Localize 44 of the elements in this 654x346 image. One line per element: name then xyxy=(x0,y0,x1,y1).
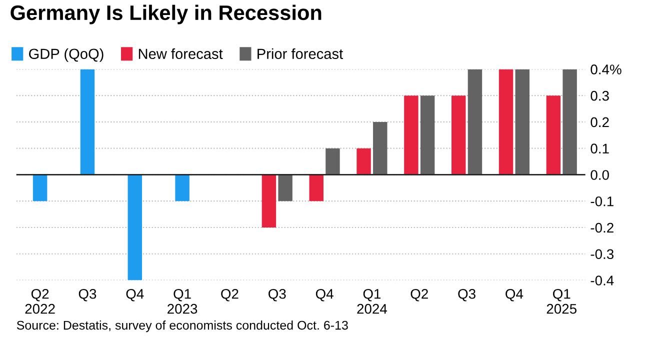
x-tick-label: Q3 xyxy=(458,288,476,302)
x-tick-label: Q4 xyxy=(316,288,334,302)
x-tick-label: Q2 xyxy=(410,288,428,302)
y-tick-label: 0.2 xyxy=(590,117,609,128)
y-tick-label: 0.1 xyxy=(590,144,609,154)
bar xyxy=(546,96,561,175)
chart-title: Germany Is Likely in Recession xyxy=(10,4,322,24)
x-tick-label: Q4 xyxy=(126,288,144,302)
bar xyxy=(356,148,371,175)
legend-label: GDP (QoQ) xyxy=(29,48,104,62)
bar xyxy=(326,148,340,175)
bar xyxy=(373,122,388,175)
source-note: Source: Destatis, survey of economists conducted Oct. 6-13 xyxy=(16,320,348,332)
bar xyxy=(32,174,48,202)
y-tick-label: 0.3 xyxy=(590,90,609,101)
bar xyxy=(515,69,530,175)
x-tick-label: Q3 xyxy=(78,288,96,302)
y-tick-label: -0.3 xyxy=(590,249,614,260)
bar xyxy=(175,174,190,202)
y-tick-label: -0.1 xyxy=(590,196,614,206)
y-tick-label: 0.4% xyxy=(590,64,622,74)
x-tick-label: Q2 2022 xyxy=(25,288,55,314)
y-tick-label: -0.2 xyxy=(590,222,614,233)
y-tick-label: -0.4 xyxy=(590,276,614,286)
legend-label: Prior forecast xyxy=(258,48,343,60)
bar xyxy=(468,69,482,175)
x-tick-label: Q1 2025 xyxy=(546,288,576,314)
x-tick-label: Q2 xyxy=(221,288,238,302)
bar xyxy=(404,96,418,175)
bar xyxy=(262,174,276,228)
x-tick-label: Q3 xyxy=(268,288,286,302)
x-tick-label: Q1 2023 xyxy=(168,288,198,314)
bar xyxy=(128,174,142,280)
bar xyxy=(420,96,435,175)
bar xyxy=(80,69,95,175)
x-tick-label: Q4 xyxy=(506,288,524,302)
bar xyxy=(309,174,324,202)
bar xyxy=(498,69,514,175)
x-tick-label: Q1 2024 xyxy=(357,288,388,314)
y-tick-label: 0.0 xyxy=(590,170,609,180)
bar xyxy=(562,69,577,175)
legend-label: New forecast xyxy=(138,48,223,60)
bar xyxy=(452,96,466,175)
bar xyxy=(278,174,292,202)
